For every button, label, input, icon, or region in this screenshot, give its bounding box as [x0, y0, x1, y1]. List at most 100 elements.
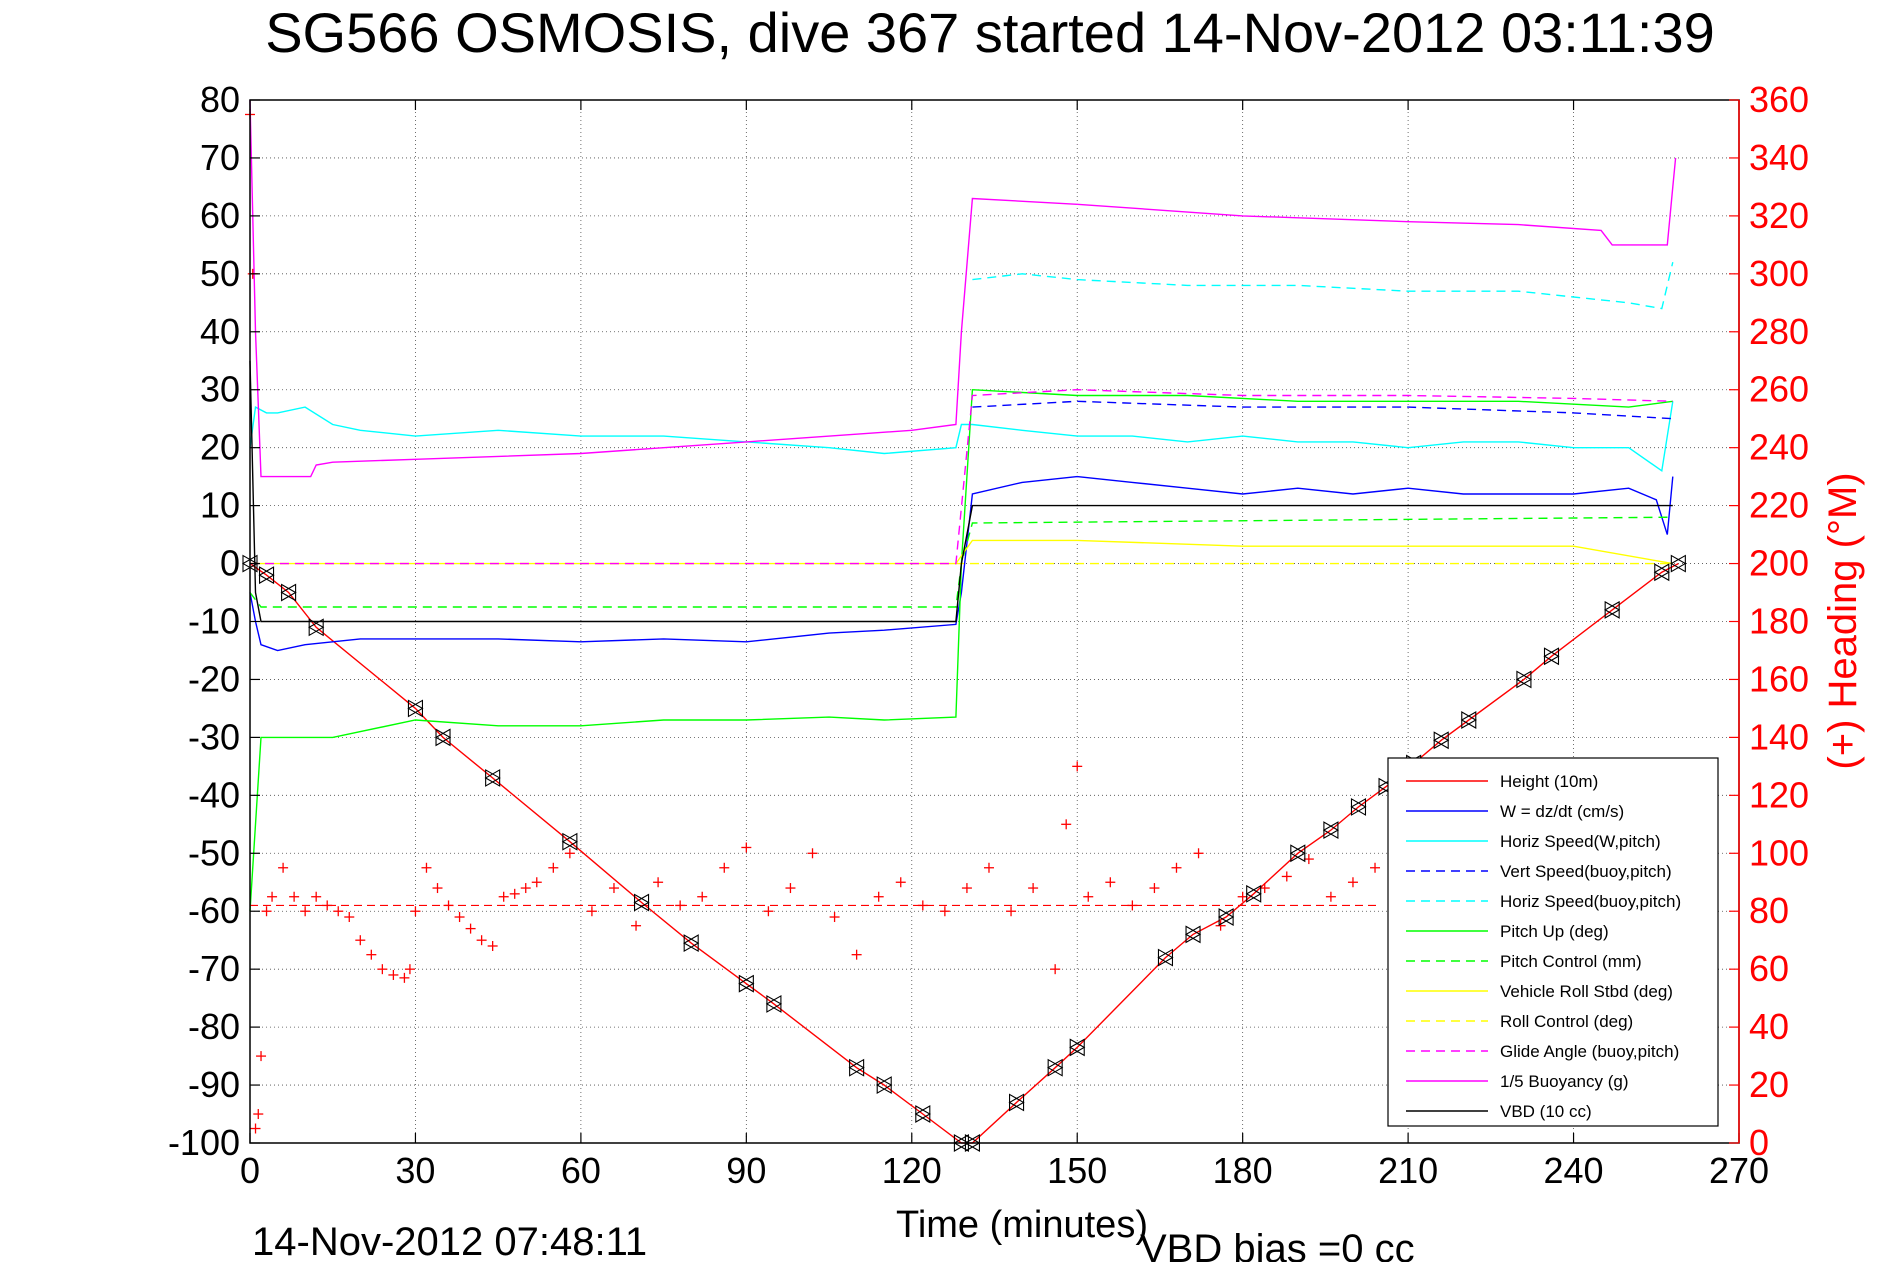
series-vert-speed-buoy-pitch	[972, 400, 1673, 420]
height-marker	[308, 618, 324, 637]
heading-point	[289, 891, 300, 902]
x-tick-label: 120	[882, 1150, 942, 1191]
heading-point	[465, 923, 476, 934]
heading-point	[421, 862, 432, 873]
heading-point	[388, 969, 399, 980]
series-horiz-speed-buoy-pitch	[972, 262, 1674, 310]
heading-point	[311, 891, 322, 902]
height-marker	[1245, 884, 1262, 903]
heading-point	[377, 964, 388, 975]
heading-point	[410, 906, 421, 917]
heading-point	[939, 906, 950, 917]
height-marker	[280, 583, 297, 602]
y2-tick-label: 100	[1749, 832, 1809, 873]
heading-point	[608, 883, 619, 894]
y-tick-label: -10	[188, 601, 240, 642]
legend-label: Height (10m)	[1500, 772, 1598, 791]
x-tick-label: 90	[726, 1150, 766, 1191]
height-marker	[484, 769, 501, 787]
heading-point	[1259, 883, 1270, 894]
heading-point	[1105, 877, 1116, 888]
height-markers	[241, 554, 1687, 1152]
y2-axis-label: (+) Heading (°M)	[1821, 472, 1865, 769]
y-tick-label: 10	[200, 485, 240, 526]
legend-box	[1387, 757, 1719, 1127]
y-tick-label: 60	[200, 195, 240, 236]
height-marker	[1008, 1093, 1025, 1112]
height-marker	[1184, 925, 1201, 944]
series-vbd-10-cc	[249, 360, 1673, 623]
legend-entry: 1/5 Buoyancy (g)	[1406, 1072, 1629, 1091]
heading-point	[1072, 761, 1083, 772]
heading-point	[531, 877, 542, 888]
heading-point	[322, 900, 333, 911]
legend-label: VBD (10 cc)	[1500, 1102, 1592, 1121]
heading-point	[1149, 883, 1160, 894]
heading-point	[454, 912, 465, 923]
heading-point	[1215, 920, 1226, 931]
y2-tick-label: 20	[1749, 1064, 1789, 1105]
x-tick-label: 150	[1047, 1150, 1107, 1191]
heading-point	[961, 883, 972, 894]
y2-tick-label: 340	[1749, 137, 1809, 178]
legend-entry: Vehicle Roll Stbd (deg)	[1406, 982, 1673, 1001]
heading-point	[697, 891, 708, 902]
height-marker	[848, 1058, 865, 1077]
y-tick-label: -80	[188, 1006, 240, 1047]
height-marker	[876, 1076, 892, 1095]
legend-label: Glide Angle (buoy,pitch)	[1500, 1042, 1679, 1061]
y2-tick-label: 180	[1749, 601, 1809, 642]
legend-entry: Height (10m)	[1406, 772, 1598, 791]
heading-point	[829, 912, 840, 923]
heading-point	[267, 891, 278, 902]
heading-point	[1127, 900, 1138, 911]
legend-label: 1/5 Buoyancy (g)	[1500, 1072, 1629, 1091]
y2-tick-label: 200	[1749, 543, 1809, 584]
height-marker	[1653, 563, 1670, 582]
y-tick-label: 20	[200, 427, 240, 468]
height-marker	[1670, 554, 1686, 573]
legend-label: Roll Control (deg)	[1500, 1012, 1633, 1031]
heading-point	[741, 842, 752, 853]
legend-label: Vehicle Roll Stbd (deg)	[1500, 982, 1673, 1001]
y2-tick-label: 360	[1749, 79, 1809, 120]
height-marker	[1515, 670, 1532, 689]
y2-tick-label: 320	[1749, 195, 1809, 236]
legend-entry: Roll Control (deg)	[1406, 1012, 1633, 1031]
heading-point	[807, 848, 818, 859]
series-pitch-up-deg	[249, 388, 1673, 912]
x-tick-label: 270	[1709, 1150, 1769, 1191]
y-tick-label: -70	[188, 948, 240, 989]
height-marker	[1433, 731, 1449, 750]
height-marker	[258, 566, 275, 585]
y-tick-label: 30	[200, 369, 240, 410]
y2-axis-ticks: 3603403203002802602402202001801601401201…	[1729, 79, 1809, 1163]
heading-point	[333, 906, 344, 917]
x-axis-label: Time (minutes)	[896, 1204, 1148, 1246]
y2-tick-label: 300	[1749, 253, 1809, 294]
heading-point	[399, 972, 410, 983]
y-tick-label: -30	[188, 716, 240, 757]
chart-title: SG566 OSMOSIS, dive 367 started 14-Nov-2…	[265, 1, 1715, 64]
y-axis-ticks: 80 70 60 50 40 30 20 10 0 -10 -20 -30 -40 -50 -60 -70 -8…	[168, 79, 260, 1163]
y2-tick-label: 40	[1749, 1006, 1789, 1047]
height-marker	[1322, 821, 1339, 840]
series-layer	[249, 99, 1679, 1144]
y-tick-label: 50	[200, 253, 240, 294]
heading-point	[631, 920, 642, 931]
legend: Height (10m) W = dz/dt (cm/s) Horiz Speed(…	[1387, 757, 1719, 1127]
x-tick-label: 240	[1544, 1150, 1604, 1191]
height-marker	[683, 934, 699, 953]
series-horiz-speed-w-pitch	[249, 401, 1674, 473]
legend-label: W = dz/dt (cm/s)	[1500, 802, 1624, 821]
height-marker	[1604, 600, 1620, 619]
x-tick-label: 60	[561, 1150, 601, 1191]
heading-point	[763, 906, 774, 917]
legend-entry: Vert Speed(buoy,pitch)	[1406, 862, 1672, 881]
x-tick-label: 210	[1378, 1150, 1438, 1191]
heading-point	[1303, 854, 1314, 865]
heading-point	[404, 964, 415, 975]
heading-point	[250, 1123, 261, 1134]
heading-point	[366, 949, 377, 960]
heading-point	[548, 862, 559, 873]
